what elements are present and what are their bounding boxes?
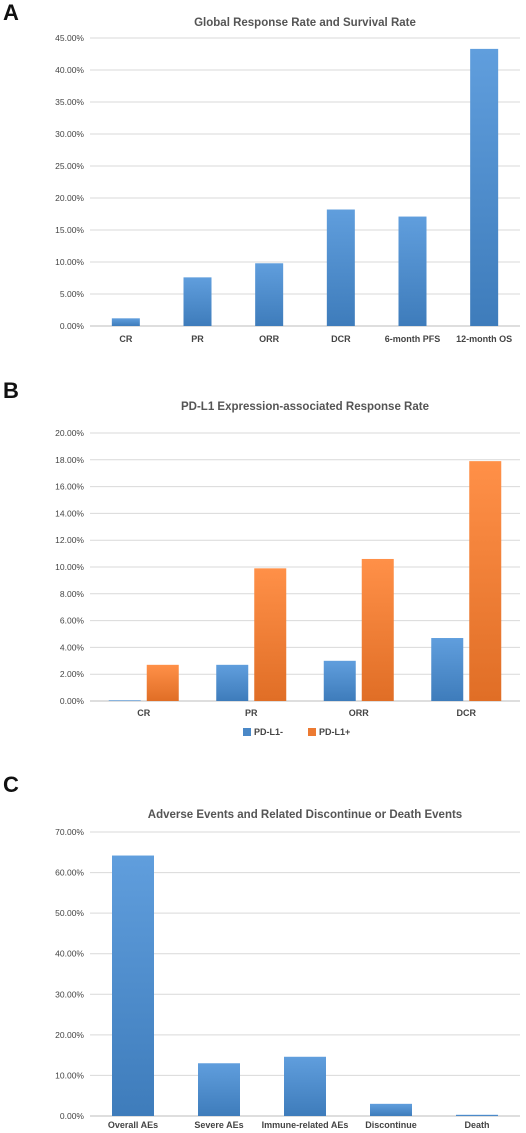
- y-tick-label: 50.00%: [55, 908, 84, 918]
- bar: [216, 664, 249, 701]
- x-category-label: 6-month PFS: [385, 334, 441, 344]
- y-tick-label: 25.00%: [55, 161, 84, 171]
- x-category-label: ORR: [349, 708, 370, 718]
- bar: [326, 209, 355, 326]
- bar: [470, 48, 499, 326]
- bar: [255, 263, 284, 326]
- bar: [108, 700, 141, 701]
- y-tick-label: 6.00%: [60, 616, 85, 626]
- y-tick-label: 14.00%: [55, 508, 84, 518]
- y-tick-label: 4.00%: [60, 642, 85, 652]
- x-category-label: CR: [119, 334, 132, 344]
- bar: [111, 318, 140, 326]
- x-category-label: Overall AEs: [108, 1120, 158, 1130]
- bar: [361, 558, 394, 701]
- y-tick-label: 16.00%: [55, 482, 84, 492]
- x-category-label: Severe AEs: [194, 1120, 243, 1130]
- y-tick-label: 12.00%: [55, 535, 84, 545]
- chart-panel-c: C Adverse Events and Related Discontinue…: [0, 772, 526, 1133]
- x-category-label: DCR: [331, 334, 351, 344]
- bar: [112, 855, 154, 1116]
- y-tick-label: 60.00%: [55, 868, 84, 878]
- bar: [254, 568, 287, 701]
- x-category-label: DCR: [457, 708, 477, 718]
- x-category-label: 12-month OS: [456, 334, 512, 344]
- y-tick-label: 0.00%: [60, 696, 85, 706]
- bar: [398, 216, 427, 326]
- y-tick-label: 5.00%: [60, 289, 85, 299]
- chart-title: Global Response Rate and Survival Rate: [194, 17, 416, 29]
- bar-chart-pdl1-response: PD-L1 Expression-associated Response Rat…: [55, 401, 520, 737]
- y-tick-label: 2.00%: [60, 669, 85, 679]
- y-tick-label: 0.00%: [60, 1111, 85, 1121]
- y-tick-label: 10.00%: [55, 1070, 84, 1080]
- legend-swatch: [243, 728, 251, 736]
- chart-title: PD-L1 Expression-associated Response Rat…: [181, 401, 429, 413]
- bar: [469, 461, 502, 701]
- bar: [198, 1063, 240, 1116]
- bar-chart-adverse-events: Adverse Events and Related Discontinue o…: [55, 809, 520, 1130]
- bar: [284, 1056, 326, 1116]
- y-tick-label: 10.00%: [55, 562, 84, 572]
- y-tick-label: 20.00%: [55, 193, 84, 203]
- panel-label-a: A: [3, 0, 19, 25]
- bar: [323, 660, 356, 701]
- panel-label-b: B: [3, 378, 19, 403]
- x-category-label: PR: [245, 708, 258, 718]
- y-tick-label: 30.00%: [55, 989, 84, 999]
- bar: [370, 1103, 412, 1116]
- y-tick-label: 15.00%: [55, 225, 84, 235]
- bar: [183, 277, 212, 326]
- y-tick-label: 40.00%: [55, 949, 84, 959]
- panel-label-c: C: [3, 772, 19, 797]
- chart-panel-b: B PD-L1 Expression-associated Response R…: [0, 378, 526, 748]
- x-category-label: PR: [191, 334, 204, 344]
- bar: [431, 638, 464, 701]
- x-category-label: Discontinue: [365, 1120, 417, 1130]
- y-tick-label: 0.00%: [60, 321, 85, 331]
- y-tick-label: 40.00%: [55, 65, 84, 75]
- legend-swatch: [308, 728, 316, 736]
- y-tick-label: 30.00%: [55, 129, 84, 139]
- x-category-label: Immune-related AEs: [262, 1120, 349, 1130]
- y-tick-label: 10.00%: [55, 257, 84, 267]
- y-tick-label: 18.00%: [55, 455, 84, 465]
- x-category-label: CR: [137, 708, 150, 718]
- y-tick-label: 20.00%: [55, 1030, 84, 1040]
- y-tick-label: 45.00%: [55, 33, 84, 43]
- x-category-label: ORR: [259, 334, 280, 344]
- bar: [456, 1114, 498, 1116]
- legend-label: PD-L1+: [319, 727, 350, 737]
- bar: [146, 664, 179, 701]
- y-tick-label: 70.00%: [55, 827, 84, 837]
- bar-chart-response-survival: Global Response Rate and Survival Rate 0.…: [55, 17, 520, 344]
- chart-panel-a: A Global Response Rate and Survival Rate…: [0, 0, 526, 372]
- y-tick-label: 35.00%: [55, 97, 84, 107]
- chart-title: Adverse Events and Related Discontinue o…: [148, 809, 462, 821]
- y-tick-label: 20.00%: [55, 428, 84, 438]
- x-category-label: Death: [464, 1120, 489, 1130]
- legend-label: PD-L1-: [254, 727, 283, 737]
- y-tick-label: 8.00%: [60, 589, 85, 599]
